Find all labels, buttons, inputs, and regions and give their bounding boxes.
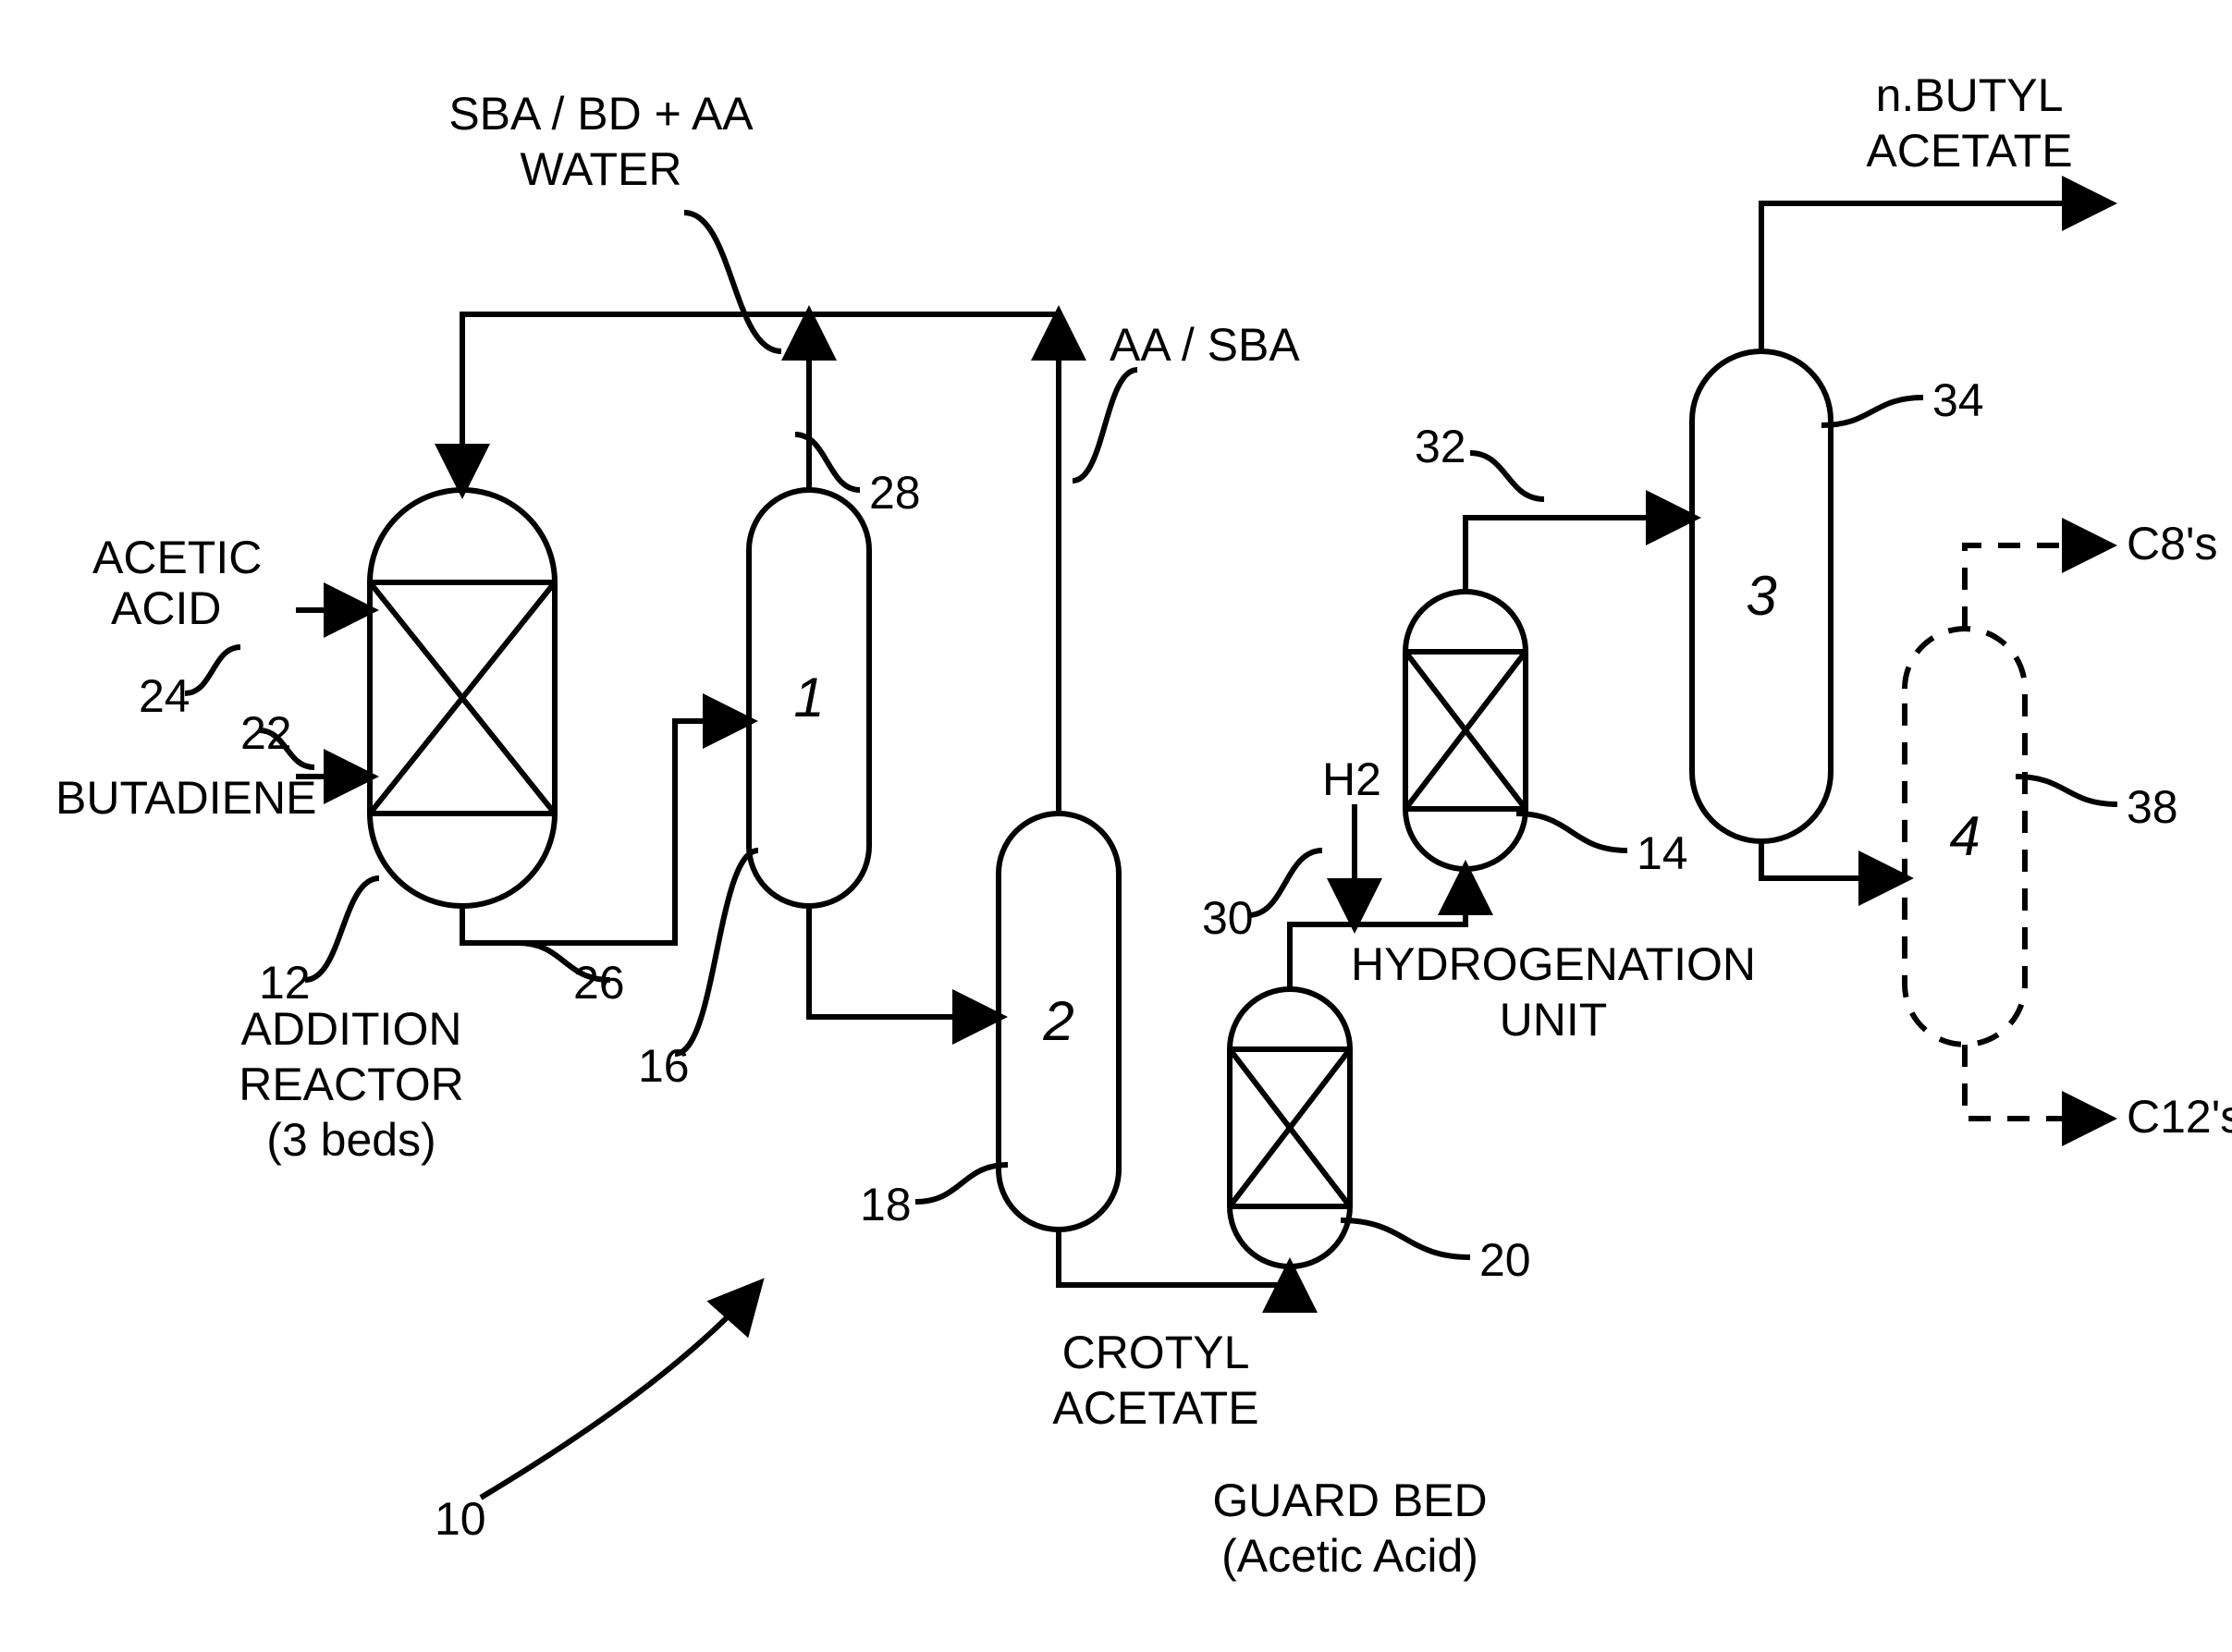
label-crotyl-1: CROTYL xyxy=(1062,1327,1250,1378)
leader-20 xyxy=(1341,1220,1470,1257)
ref-34: 34 xyxy=(1932,374,1984,426)
col1-to-col2 xyxy=(809,906,999,1017)
col3-to-col4 xyxy=(1761,841,1905,878)
label-guard-2: (Acetic Acid) xyxy=(1221,1530,1478,1582)
label-addition-1: ADDITION xyxy=(241,1003,462,1055)
ref-28: 28 xyxy=(869,467,921,519)
ref-32: 32 xyxy=(1415,421,1466,472)
c8-product xyxy=(1965,545,2108,629)
ref-14: 14 xyxy=(1637,827,1688,879)
label-acetic-acid: ACETIC xyxy=(92,532,262,583)
nbutyl-acetate-product xyxy=(1761,203,2108,351)
ref-18: 18 xyxy=(860,1179,912,1230)
ref-10: 10 xyxy=(435,1493,486,1545)
label-butadiene: BUTADIENE xyxy=(55,772,316,824)
leader-16 xyxy=(675,850,758,1054)
ref-12: 12 xyxy=(259,957,311,1009)
leader-28 xyxy=(795,434,860,490)
label-addition-3: (3 beds) xyxy=(266,1114,435,1166)
label-acetic-acid-2: ACID xyxy=(111,582,221,634)
unit-number: 2 xyxy=(1042,990,1073,1052)
unit-number: 3 xyxy=(1746,565,1776,627)
ref-26: 26 xyxy=(573,957,625,1009)
leader-30 xyxy=(1248,850,1322,915)
leader-aa-sba xyxy=(1073,370,1137,481)
ref-16: 16 xyxy=(638,1040,690,1092)
leader-top-recycle xyxy=(684,213,781,351)
unit-number: 4 xyxy=(1949,805,1980,867)
label-crotyl-2: ACETATE xyxy=(1052,1382,1258,1434)
leader-10 xyxy=(481,1285,758,1498)
label-nbutyl-2: ACETATE xyxy=(1866,125,2072,177)
process-flow-diagram: 1234ACETICACIDBUTADIENEADDITIONREACTOR(3… xyxy=(0,0,2232,1652)
label-top-recycle-2: WATER xyxy=(521,143,682,195)
ref-22: 22 xyxy=(240,707,292,759)
label-h2: H2 xyxy=(1322,753,1381,805)
ref-38: 38 xyxy=(2127,781,2178,833)
label-guard-1: GUARD BED xyxy=(1212,1475,1487,1526)
label-nbutyl-1: n.BUTYL xyxy=(1876,69,2064,121)
ref-20: 20 xyxy=(1479,1234,1531,1286)
label-addition-2: REACTOR xyxy=(239,1059,464,1110)
ref-30: 30 xyxy=(1202,892,1254,944)
leader-24 xyxy=(185,647,240,693)
leader-38 xyxy=(2016,777,2117,804)
label-top-recycle: SBA / BD + AA xyxy=(448,88,754,140)
label-hydro-2: UNIT xyxy=(1500,994,1608,1046)
label-c8: C8's xyxy=(2127,518,2217,569)
ref-24: 24 xyxy=(139,670,190,722)
leader-18 xyxy=(915,1165,1008,1202)
label-c12: C12's xyxy=(2127,1091,2232,1143)
leader-14 xyxy=(1516,814,1627,850)
label-hydro-1: HYDROGENATION xyxy=(1351,938,1756,990)
leader-12 xyxy=(305,878,379,980)
leader-32 xyxy=(1470,453,1544,499)
leader-34 xyxy=(1821,398,1923,425)
c12-product xyxy=(1965,1045,2108,1119)
unit-number: 1 xyxy=(793,667,824,728)
hydro-to-col3 xyxy=(1466,518,1692,592)
label-aa-sba: AA / SBA xyxy=(1110,319,1300,371)
